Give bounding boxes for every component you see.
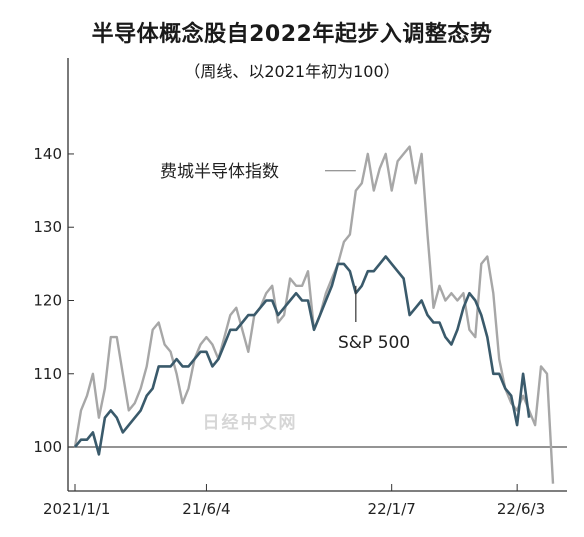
sp500-series-label: S&P 500 (338, 333, 410, 353)
y-tick-label: 130 (33, 218, 62, 236)
chart-title: 半导体概念股自2022年起步入调整态势 (91, 22, 493, 47)
y-tick-label: 100 (33, 438, 62, 456)
sox-series-label: 费城半导体指数 (160, 162, 279, 182)
x-tick-label: 2021/1/1 (43, 500, 110, 518)
x-tick-label: 22/6/3 (497, 500, 545, 518)
y-tick-label: 110 (33, 365, 62, 383)
y-tick-label: 140 (33, 145, 62, 163)
series-line-sp500 (73, 255, 531, 456)
y-tick-label: 120 (33, 291, 62, 309)
chart-subtitle: （周线、以2021年初为100） (184, 62, 400, 81)
x-tick-label: 22/1/7 (368, 500, 416, 518)
watermark-text: 日经中文网 (203, 412, 298, 433)
x-tick-label: 21/6/4 (182, 500, 230, 518)
